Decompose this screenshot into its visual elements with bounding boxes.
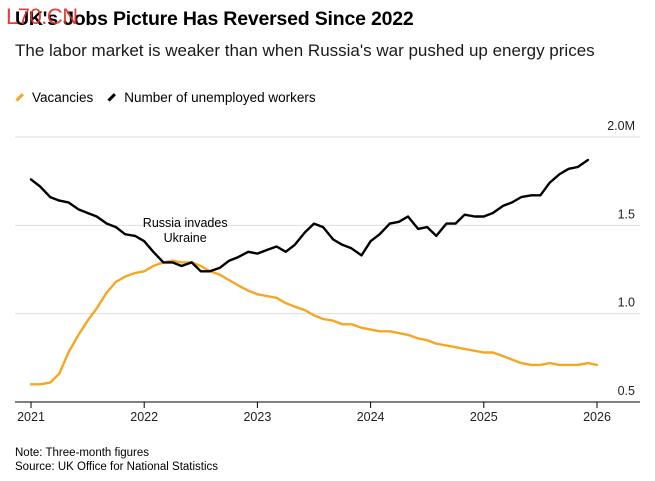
x-tick-label: 2023	[243, 410, 271, 424]
x-tick-label: 2024	[357, 410, 385, 424]
x-tick-label: 2021	[17, 410, 45, 424]
chart-footnote: Note: Three-month figures Source: UK Off…	[15, 446, 218, 474]
watermark-logo: L70.CN	[6, 4, 78, 29]
y-tick-label: 0.5	[618, 384, 635, 398]
legend-item-vacancies: Vacancies	[15, 90, 93, 105]
series-line-unemployed	[29, 158, 590, 273]
series-line-vacancies	[29, 259, 599, 386]
legend-label-unemployed: Number of unemployed workers	[124, 90, 316, 105]
chart-title: UK's Jobs Picture Has Reversed Since 202…	[15, 8, 414, 30]
legend-label-vacancies: Vacancies	[32, 90, 94, 105]
x-tick-label: 2026	[583, 410, 611, 424]
note-text: Note: Three-month figures	[15, 447, 150, 459]
source-text: Source: UK Office for National Statistic…	[15, 461, 219, 473]
legend-item-unemployed: Number of unemployed workers	[107, 90, 316, 105]
y-tick-label: 2.0M	[607, 119, 635, 133]
annotation-label: Russia invades	[143, 216, 228, 230]
annotation-label: Ukraine	[164, 231, 207, 245]
x-tick-label: 2025	[470, 410, 498, 424]
chart-legend: Vacancies Number of unemployed workers	[15, 90, 330, 105]
x-tick-label: 2022	[130, 410, 158, 424]
y-tick-label: 1.0	[618, 296, 635, 310]
y-tick-label: 1.5	[618, 207, 635, 221]
chart-subtitle: The labor market is weaker than when Rus…	[15, 41, 595, 60]
